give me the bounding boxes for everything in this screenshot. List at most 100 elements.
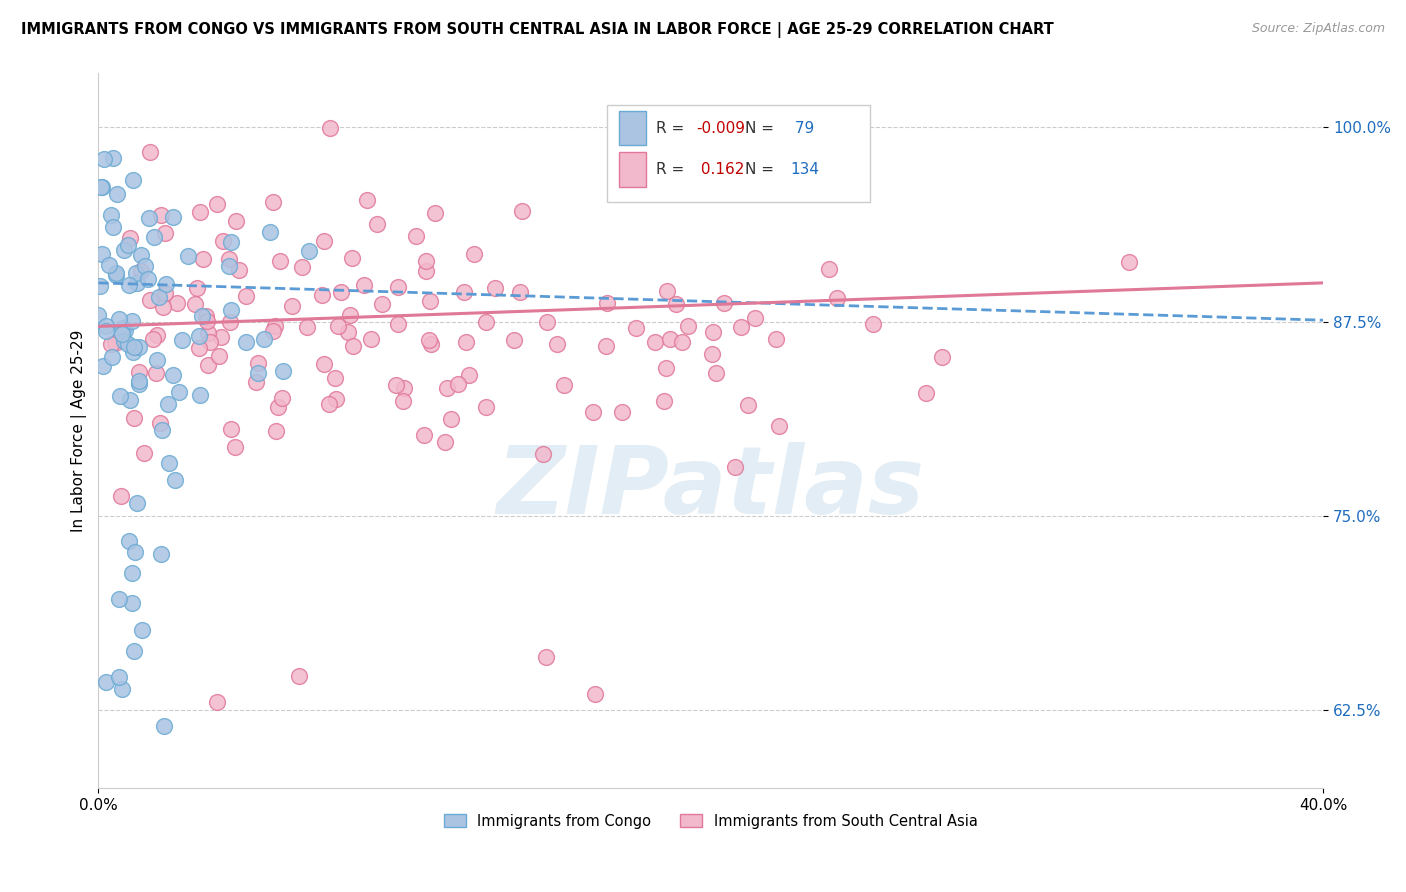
Point	[387, 317, 409, 331]
Point	[475, 400, 498, 414]
Point	[228, 263, 250, 277]
Point	[207, 695, 229, 709]
Point	[136, 272, 159, 286]
Point	[252, 333, 274, 347]
Point	[129, 248, 152, 262]
Point	[314, 357, 336, 371]
Text: N =: N =	[745, 162, 779, 177]
Point	[405, 229, 427, 244]
Point	[415, 254, 437, 268]
Point	[188, 205, 211, 219]
Point	[768, 419, 790, 434]
Point	[671, 334, 693, 349]
Point	[117, 238, 139, 252]
Point	[89, 279, 111, 293]
Point	[162, 368, 184, 382]
Point	[128, 377, 150, 392]
Point	[128, 365, 150, 379]
Point	[149, 417, 172, 431]
Point	[219, 303, 242, 318]
Point	[187, 329, 209, 343]
Point	[655, 360, 678, 375]
Point	[312, 234, 335, 248]
Point	[453, 285, 475, 299]
Point	[120, 393, 142, 408]
Point	[219, 422, 242, 436]
Point	[329, 285, 352, 300]
Point	[197, 326, 219, 340]
Point	[104, 336, 127, 351]
Point	[177, 249, 200, 263]
Point	[291, 260, 314, 275]
Text: ZIPatlas: ZIPatlas	[496, 442, 925, 533]
Point	[91, 359, 114, 373]
Point	[195, 310, 218, 324]
Point	[108, 389, 131, 403]
Point	[266, 401, 288, 415]
Point	[931, 351, 953, 365]
Point	[112, 243, 135, 257]
Point	[155, 277, 177, 291]
Point	[644, 335, 666, 350]
Point	[153, 719, 176, 733]
Point	[356, 193, 378, 207]
Point	[224, 440, 246, 454]
Text: 79: 79	[790, 120, 814, 136]
Point	[295, 320, 318, 334]
Point	[145, 327, 167, 342]
Point	[138, 211, 160, 226]
Point	[353, 277, 375, 292]
Point	[142, 230, 165, 244]
Point	[235, 289, 257, 303]
Point	[170, 333, 193, 347]
Point	[191, 310, 214, 324]
Point	[245, 375, 267, 389]
Point	[340, 251, 363, 265]
Point	[415, 264, 437, 278]
Point	[737, 398, 759, 412]
Point	[150, 548, 173, 562]
Point	[325, 392, 347, 406]
Point	[112, 320, 135, 334]
Point	[700, 347, 723, 361]
Text: R =: R =	[655, 120, 689, 136]
Point	[117, 336, 139, 351]
Point	[1118, 255, 1140, 269]
Point	[391, 394, 413, 409]
Point	[100, 208, 122, 222]
Point	[218, 252, 240, 266]
Text: 0.162: 0.162	[696, 162, 745, 177]
Point	[657, 285, 679, 299]
Point	[413, 428, 436, 442]
Point	[118, 231, 141, 245]
Point	[142, 333, 165, 347]
Bar	[619, 153, 645, 186]
Point	[122, 644, 145, 658]
Bar	[619, 111, 645, 145]
Point	[288, 668, 311, 682]
Point	[124, 266, 146, 280]
Point	[366, 217, 388, 231]
Point	[101, 152, 124, 166]
Point	[323, 371, 346, 385]
Point	[387, 280, 409, 294]
Point	[104, 268, 127, 282]
Text: -0.009: -0.009	[696, 120, 745, 136]
Point	[125, 276, 148, 290]
Point	[339, 309, 361, 323]
Point	[298, 244, 321, 258]
Point	[110, 327, 132, 342]
Point	[212, 234, 235, 248]
Point	[108, 591, 131, 606]
Point	[96, 324, 118, 338]
Point	[319, 120, 342, 135]
Point	[157, 456, 180, 470]
Text: R =: R =	[655, 162, 689, 177]
Point	[122, 340, 145, 354]
Point	[744, 310, 766, 325]
Point	[114, 322, 136, 336]
Point	[583, 687, 606, 701]
Point	[145, 366, 167, 380]
Point	[131, 623, 153, 637]
Point	[595, 339, 617, 353]
